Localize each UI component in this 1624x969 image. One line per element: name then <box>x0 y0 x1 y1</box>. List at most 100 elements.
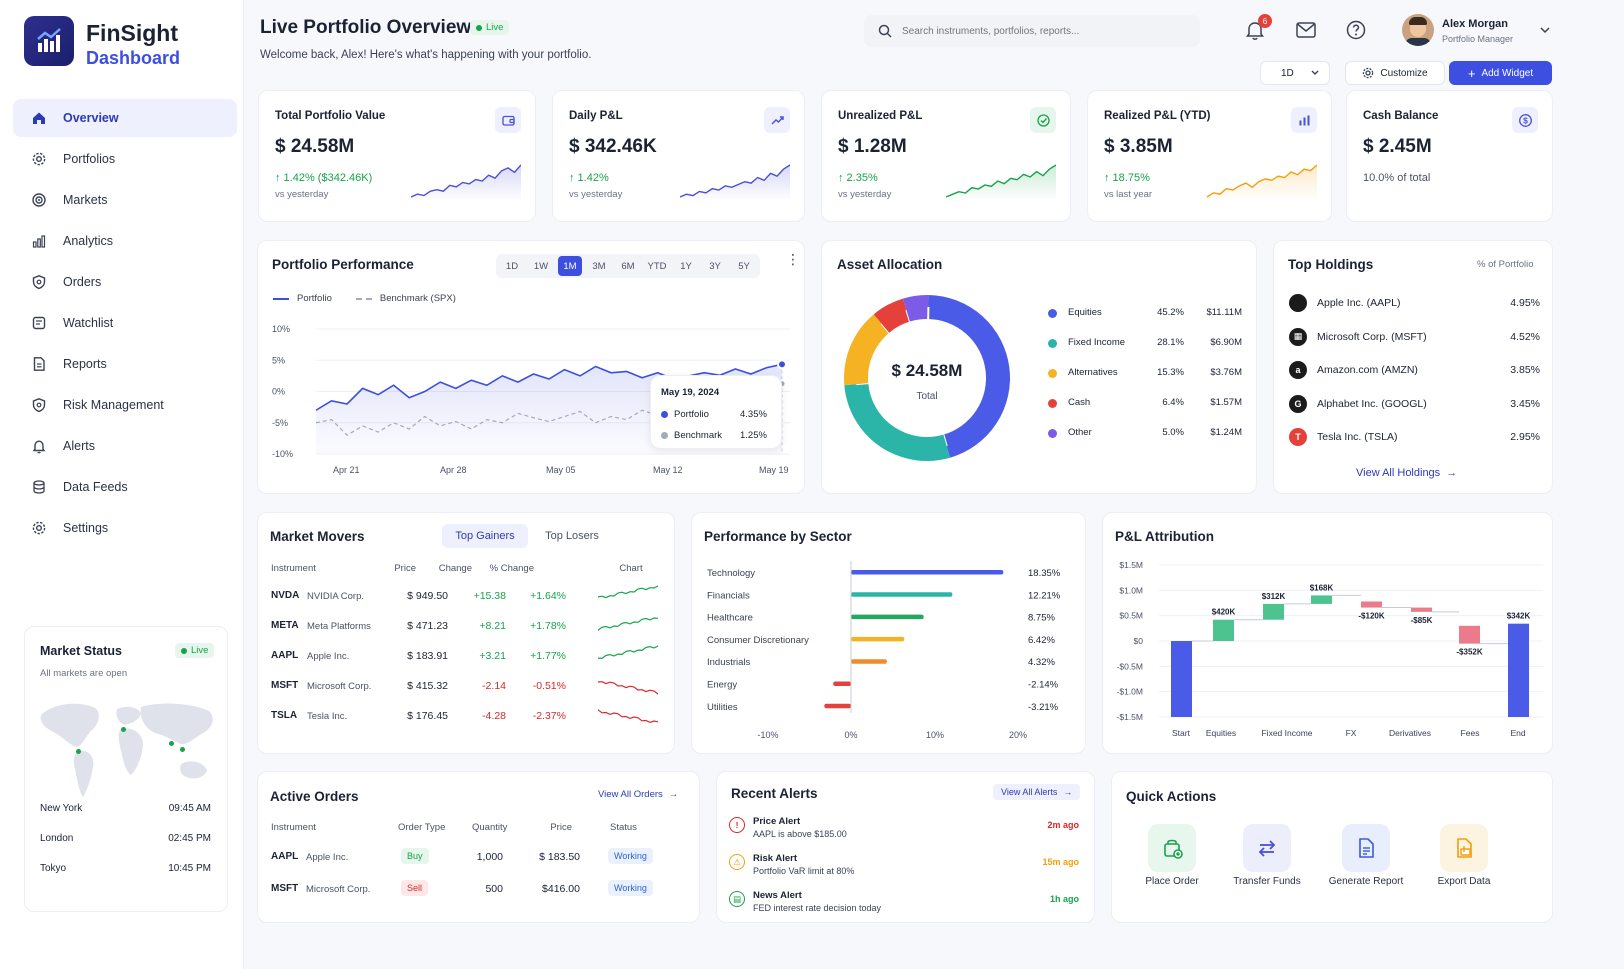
mover-symbol[interactable]: TSLA <box>271 710 298 721</box>
nav-item-settings[interactable]: Settings <box>13 509 237 547</box>
movers-col-header: Price <box>394 563 416 574</box>
mover-sparkline <box>598 709 659 724</box>
sector-bar[interactable] <box>851 636 905 642</box>
nav-item-data-feeds[interactable]: Data Feeds <box>13 468 237 506</box>
quick-action-export-data[interactable]: Export Data <box>1414 824 1514 914</box>
tab-top-gainers[interactable]: Top Gainers <box>442 524 528 548</box>
timeframe-1w[interactable]: 1W <box>533 260 549 272</box>
timeframe-1m[interactable]: 1M <box>558 256 582 276</box>
nav-item-alerts[interactable]: Alerts <box>13 427 237 465</box>
chevron-down-icon[interactable] <box>1540 26 1550 34</box>
alert-title[interactable]: News Alert <box>753 890 802 901</box>
holding-name[interactable]: Tesla Inc. (TSLA) <box>1317 431 1398 443</box>
timeframe-1d[interactable]: 1D <box>505 260 519 272</box>
holding-name[interactable]: Alphabet Inc. (GOOGL) <box>1317 397 1427 410</box>
nav-item-portfolios[interactable]: Portfolios <box>13 140 237 178</box>
holding-pct: 3.85% <box>1510 364 1540 376</box>
mail-icon[interactable] <box>1295 21 1317 39</box>
search-input[interactable] <box>902 25 1192 37</box>
donut-slice-equities[interactable] <box>927 295 1010 458</box>
nav-item-risk-management[interactable]: Risk Management <box>13 386 237 424</box>
add-widget-button[interactable]: + Add Widget <box>1449 61 1552 85</box>
donut-slice-other[interactable] <box>902 295 929 322</box>
help-icon[interactable] <box>1345 19 1367 41</box>
holding-name[interactable]: Amazon.com (AMZN) <box>1317 364 1418 376</box>
sector-performance-card: Performance by Sector Technology 18.35% Fi… <box>691 512 1086 754</box>
waterfall-bar[interactable] <box>1263 603 1284 620</box>
donut-slice-alternatives[interactable] <box>844 314 890 386</box>
donut-slice-fixed-income[interactable] <box>844 382 951 461</box>
holding-name[interactable]: Apple Inc. (AAPL) <box>1317 297 1401 309</box>
timeframe-5y[interactable]: 5Y <box>738 260 750 272</box>
orders-col-header: Instrument <box>271 822 316 833</box>
nav-item-label: Markets <box>63 193 108 207</box>
waterfall-bar[interactable] <box>1459 625 1480 644</box>
sector-bar-chart[interactable]: Technology 18.35% Financials 12.21% Healthca… <box>692 513 1087 755</box>
donut-slice-cash[interactable] <box>873 298 911 334</box>
sector-bar[interactable] <box>824 703 851 709</box>
mover-pct-change: +1.77% <box>530 650 566 662</box>
search-bar[interactable] <box>864 15 1200 47</box>
quick-action-generate-report[interactable]: Generate Report <box>1316 824 1416 914</box>
database-icon <box>33 480 45 494</box>
view-all-orders-link[interactable]: View All Orders → <box>598 789 678 800</box>
mover-symbol[interactable]: NVDA <box>271 590 300 601</box>
nav-item-overview[interactable]: Overview <box>13 99 237 137</box>
performance-chart[interactable]: 10% 5% 0% -5% -10% Apr 21 Apr 28 May 05 May 12 Ma… <box>258 241 806 495</box>
nav-item-watchlist[interactable]: Watchlist <box>13 304 237 342</box>
quick-action-transfer-funds[interactable]: Transfer Funds <box>1217 824 1317 914</box>
nav-item-markets[interactable]: Markets <box>13 181 237 219</box>
sector-bar[interactable] <box>833 681 851 687</box>
attribution-waterfall-chart[interactable]: $1.5M $1.0M $0.5M $0 -$0.5M -$1.0M -$1.5M $420K… <box>1103 513 1554 755</box>
waterfall-bar[interactable] <box>1411 607 1432 612</box>
notifications-button[interactable]: 6 <box>1244 14 1272 46</box>
timeframe-3y[interactable]: 3Y <box>709 260 721 272</box>
period-select[interactable]: 1D <box>1260 61 1330 85</box>
quick-action-place-order[interactable]: Place Order <box>1122 824 1222 914</box>
view-all-holdings-link[interactable]: View All Holdings → <box>1356 467 1457 479</box>
mover-symbol[interactable]: META <box>271 620 299 631</box>
sector-bar[interactable] <box>851 614 924 620</box>
mover-symbol[interactable]: AAPL <box>271 650 299 661</box>
avatar[interactable] <box>1402 14 1434 46</box>
waterfall-bar[interactable] <box>1213 619 1234 641</box>
customize-button[interactable]: Customize <box>1345 61 1445 85</box>
mover-symbol[interactable]: MSFT <box>271 680 299 691</box>
kpi-subtext: 10.0% of total <box>1363 172 1431 184</box>
view-all-alerts-link[interactable]: View All Alerts → <box>993 784 1081 800</box>
alert-title[interactable]: Risk Alert <box>753 853 797 864</box>
allocation-donut-chart[interactable] <box>842 293 1012 463</box>
tab-top-losers[interactable]: Top Losers <box>545 530 599 542</box>
arrow-right-icon: → <box>1446 467 1458 479</box>
y-tick-label: 5% <box>272 355 285 365</box>
sparkline-line <box>946 164 1056 198</box>
order-symbol[interactable]: MSFT <box>271 883 299 894</box>
waterfall-bar[interactable] <box>1508 623 1529 717</box>
timeframe-6m[interactable]: 6M <box>621 260 635 272</box>
nav-item-label: Analytics <box>63 234 114 248</box>
nav-item-orders[interactable]: Orders <box>13 263 237 301</box>
timeframe-1y[interactable]: 1Y <box>680 260 692 272</box>
sector-bar[interactable] <box>851 592 953 597</box>
sector-bar[interactable] <box>851 570 1004 575</box>
timeframe-ytd[interactable]: YTD <box>647 260 667 272</box>
nav-item-analytics[interactable]: Analytics <box>13 222 237 260</box>
waterfall-bar[interactable] <box>1171 641 1192 717</box>
order-symbol[interactable]: AAPL <box>271 851 299 862</box>
tooltip-series: Benchmark <box>674 430 723 441</box>
waterfall-bar[interactable] <box>1311 595 1332 604</box>
waterfall-bar[interactable] <box>1361 601 1382 608</box>
sector-bar[interactable] <box>851 659 887 664</box>
timeframe-3m[interactable]: 3M <box>592 260 606 272</box>
x-tick-label: Derivatives <box>1389 728 1431 738</box>
view-all-holdings-label: View All Holdings <box>1356 467 1441 479</box>
alert-description: FED interest rate decision today <box>753 903 882 913</box>
order-status-badge: Working <box>608 880 653 896</box>
alert-title[interactable]: Price Alert <box>753 816 801 827</box>
slice-separator <box>905 309 911 322</box>
holding-name[interactable]: Microsoft Corp. (MSFT) <box>1317 330 1427 343</box>
more-options-icon[interactable]: ⋮ <box>786 251 800 267</box>
nav-item-reports[interactable]: Reports <box>13 345 237 383</box>
asset-allocation-card: Asset Allocation $ 24.58M Total Equities… <box>821 240 1257 494</box>
x-tick-label: -10% <box>757 730 778 740</box>
